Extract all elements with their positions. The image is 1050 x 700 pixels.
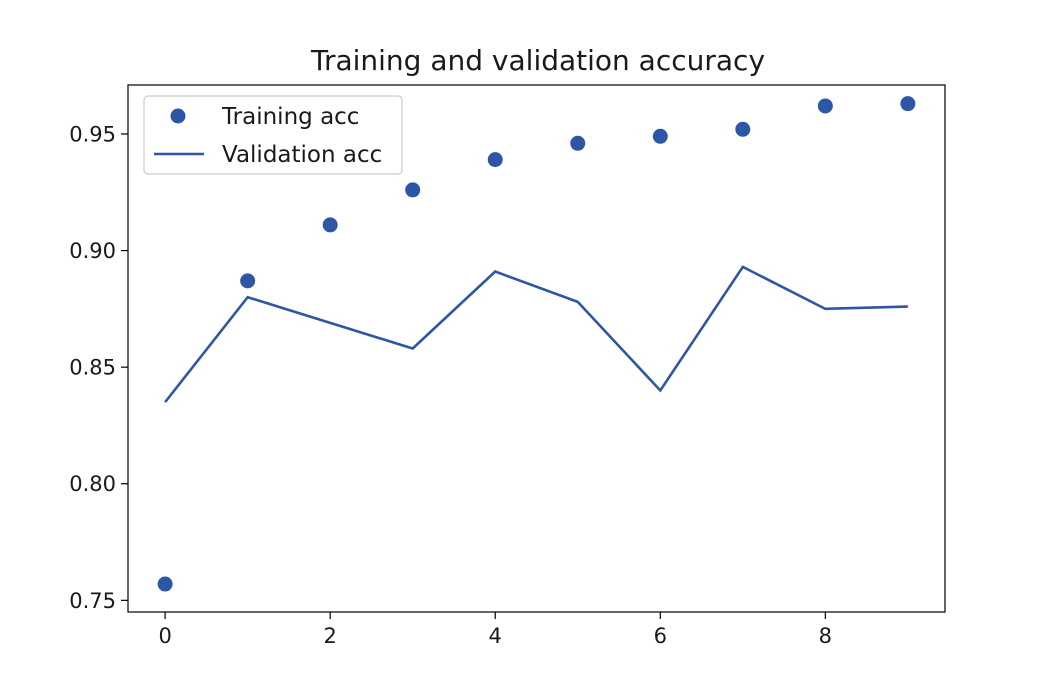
y-tick-label: 0.80 <box>69 472 116 496</box>
x-tick-label: 8 <box>819 624 832 648</box>
training-acc-point <box>240 273 256 289</box>
training-acc-point <box>817 98 833 114</box>
x-tick-label: 4 <box>489 624 502 648</box>
chart-title: Training and validation accuracy <box>310 44 765 77</box>
legend-marker-training <box>170 108 186 124</box>
training-acc-point <box>570 135 586 151</box>
training-acc-point <box>900 96 916 112</box>
y-axis-ticks: 0.75 0.80 0.85 0.90 0.95 <box>69 122 128 613</box>
y-tick-label: 0.75 <box>69 589 116 613</box>
y-tick-label: 0.90 <box>69 239 116 263</box>
training-acc-point <box>735 121 751 137</box>
x-axis-ticks: 0 2 4 6 8 <box>158 612 832 648</box>
legend-label-training: Training acc <box>221 104 359 130</box>
y-tick-label: 0.95 <box>69 122 116 146</box>
y-tick-label: 0.85 <box>69 356 116 380</box>
legend: Training acc Validation acc <box>143 95 403 175</box>
training-acc-point <box>405 182 421 198</box>
x-tick-label: 0 <box>158 624 171 648</box>
legend-label-validation: Validation acc <box>222 142 382 168</box>
x-tick-label: 6 <box>654 624 667 648</box>
training-acc-point <box>322 217 338 233</box>
series-layer <box>157 96 916 592</box>
training-acc-point <box>487 152 503 168</box>
validation-acc-line <box>164 265 908 403</box>
training-acc-point <box>652 128 668 144</box>
legend-box <box>143 95 403 175</box>
training-acc-point <box>157 576 173 592</box>
plot-frame <box>127 84 946 613</box>
x-tick-label: 2 <box>323 624 336 648</box>
